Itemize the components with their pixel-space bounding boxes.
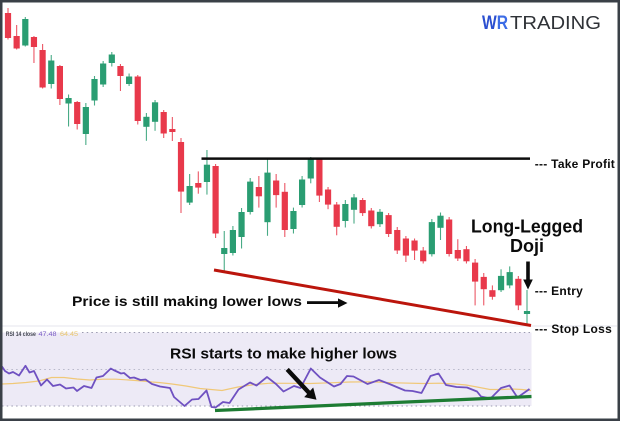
svg-text:47.48: 47.48 (39, 331, 58, 338)
svg-text:--- Stop Loss: --- Stop Loss (535, 322, 612, 336)
svg-text:TRADING: TRADING (510, 12, 601, 33)
svg-text:Long-Legged: Long-Legged (471, 217, 583, 237)
svg-text:64.45: 64.45 (60, 331, 79, 338)
svg-text:Doji: Doji (510, 236, 544, 256)
svg-text:RSI starts to make higher lows: RSI starts to make higher lows (170, 346, 397, 362)
svg-text:--- Entry: --- Entry (535, 284, 583, 298)
svg-text:RSI 14 close: RSI 14 close (6, 331, 36, 338)
svg-text:WR: WR (482, 13, 508, 34)
svg-text:Price is still making lower lo: Price is still making lower lows (72, 293, 302, 309)
svg-text:--- Take Profit: --- Take Profit (535, 157, 615, 171)
